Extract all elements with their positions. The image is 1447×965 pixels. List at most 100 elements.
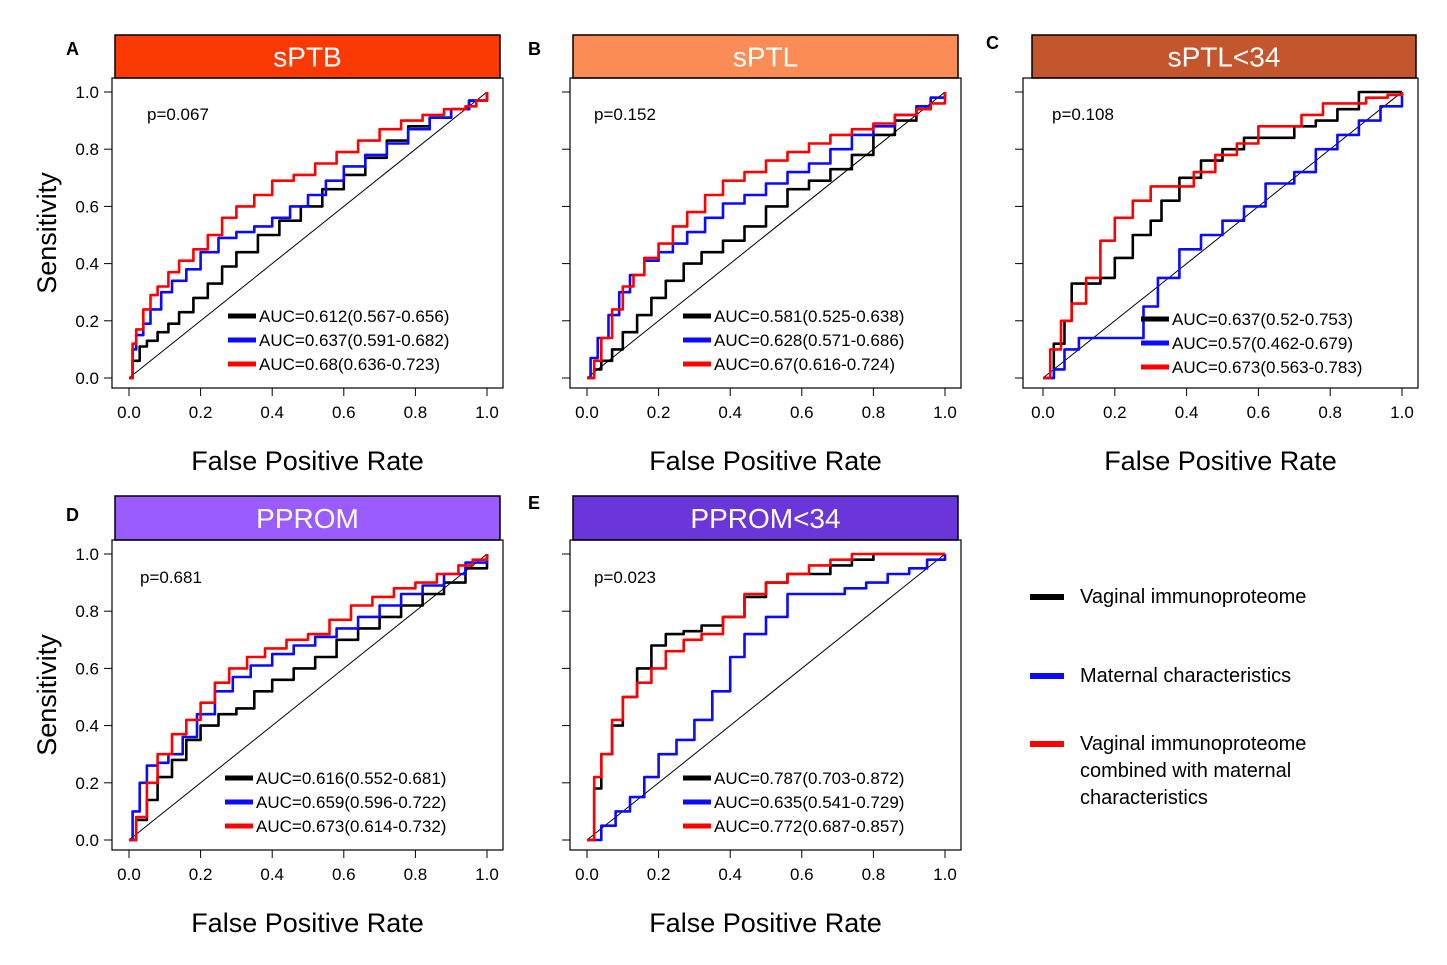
diagonal-reference-line [128, 91, 488, 379]
auc-legend-label: AUC=0.772(0.687-0.857) [714, 817, 904, 836]
roc-curve-series-1 [587, 92, 947, 380]
chart-title: PPROM<34 [690, 503, 840, 534]
auc-legend-label: AUC=0.57(0.462-0.679) [1172, 334, 1353, 353]
y-tick-label: 0.8 [75, 602, 99, 621]
x-axis-label: False Positive Rate [191, 908, 424, 938]
x-tick-label: 0.0 [1031, 403, 1055, 422]
title-banner [572, 34, 959, 79]
x-axis-label: False Positive Rate [649, 446, 882, 476]
plot-frame [569, 77, 962, 389]
plot-frame [1022, 77, 1419, 389]
x-tick-label: 0.0 [575, 403, 599, 422]
chart-title: PPROM [256, 503, 359, 534]
x-tick-label: 0.6 [790, 865, 814, 884]
panel-letter: D [66, 505, 79, 525]
x-tick-label: 0.6 [332, 403, 356, 422]
roc-curve-series-3 [129, 92, 489, 380]
roc-curve-series-3 [1043, 92, 1404, 380]
x-tick-label: 0.4 [718, 403, 742, 422]
auc-legend-label: AUC=0.673(0.614-0.732) [256, 817, 446, 836]
y-axis-label: Sensitivity [32, 172, 62, 294]
p-value-label: p=0.108 [1052, 105, 1114, 124]
plot-frame [111, 539, 504, 851]
roc-curve-series-1 [1043, 90, 1402, 380]
panel-letter: A [66, 39, 79, 59]
roc-curve-series-1 [129, 92, 489, 380]
legend-label: characteristics [1080, 787, 1208, 809]
chart-title: sPTL<34 [1168, 42, 1281, 73]
plot-frame [569, 539, 962, 851]
x-tick-label: 1.0 [933, 403, 957, 422]
chart-title: sPTB [273, 42, 341, 73]
x-tick-label: 0.2 [1103, 403, 1127, 422]
title-banner [1031, 34, 1417, 79]
x-tick-label: 0.0 [117, 403, 141, 422]
diagonal-reference-line [586, 553, 946, 841]
auc-legend-label: AUC=0.637(0.52-0.753) [1172, 310, 1353, 329]
auc-legend-label: AUC=0.581(0.525-0.638) [714, 307, 904, 326]
y-tick-label: 0.6 [75, 197, 99, 216]
auc-legend-label: AUC=0.67(0.616-0.724) [714, 355, 895, 374]
y-tick-label: 0.4 [75, 255, 99, 274]
x-axis-label: False Positive Rate [649, 908, 882, 938]
legend: Vaginal immunoproteome Maternal character… [1030, 586, 1306, 809]
legend-label: Vaginal immunoproteome [1080, 586, 1306, 608]
legend-label: Vaginal immunoproteome [1080, 733, 1306, 755]
x-tick-label: 1.0 [475, 865, 499, 884]
panel-letter: C [986, 33, 999, 53]
p-value-label: p=0.681 [140, 568, 202, 587]
auc-legend-label: AUC=0.628(0.571-0.686) [714, 331, 904, 350]
roc-panel-d: D PPROM 0.0 0.2 0.4 0.6 0.8 1.0 0.0 0.2 0.4 0.6 0.8 1… [32, 495, 504, 938]
x-axis-label: False Positive Rate [1104, 446, 1337, 476]
legend-label: combined with maternal [1080, 760, 1291, 782]
y-axis-label: Sensitivity [32, 634, 62, 756]
roc-curve-series-2 [587, 92, 947, 380]
x-tick-label: 0.6 [1247, 403, 1271, 422]
p-value-label: p=0.023 [594, 568, 656, 587]
auc-legend-label: AUC=0.787(0.703-0.872) [714, 769, 904, 788]
x-tick-label: 0.2 [647, 403, 671, 422]
x-tick-label: 0.8 [1318, 403, 1342, 422]
panel-letter: B [528, 39, 541, 59]
title-banner [114, 495, 501, 541]
p-value-label: p=0.067 [147, 105, 209, 124]
x-tick-label: 1.0 [475, 403, 499, 422]
x-axis-label: False Positive Rate [191, 446, 424, 476]
y-tick-label: 0.8 [75, 140, 99, 159]
roc-curve-series-3 [587, 552, 945, 842]
y-tick-label: 1.0 [75, 83, 99, 102]
title-banner [114, 34, 501, 79]
roc-curve-series-3 [129, 554, 489, 842]
x-tick-label: 1.0 [933, 865, 957, 884]
roc-panel-e: E PPROM<34 0.0 0.2 0.4 0.6 0.8 1.0 False Positiv… [528, 493, 962, 938]
x-tick-label: 0.8 [862, 403, 886, 422]
x-tick-label: 0.4 [718, 865, 742, 884]
x-tick-label: 0.8 [404, 865, 428, 884]
x-tick-label: 0.8 [862, 865, 886, 884]
x-tick-label: 0.0 [117, 865, 141, 884]
y-tick-label: 0.4 [75, 717, 99, 736]
roc-curve-series-3 [587, 92, 947, 380]
diagonal-reference-line [128, 553, 488, 841]
x-tick-label: 0.6 [332, 865, 356, 884]
x-tick-label: 0.2 [189, 403, 213, 422]
auc-legend-label: AUC=0.637(0.591-0.682) [259, 331, 449, 350]
title-banner [572, 495, 959, 541]
legend-label: Maternal characteristics [1080, 665, 1291, 687]
roc-curve-series-2 [587, 554, 947, 842]
x-tick-label: 0.2 [189, 865, 213, 884]
plot-frame [111, 77, 504, 389]
p-value-label: p=0.152 [594, 105, 656, 124]
x-tick-label: 0.8 [404, 403, 428, 422]
roc-curve-series-2 [1043, 92, 1404, 380]
x-tick-label: 0.4 [260, 403, 284, 422]
x-tick-label: 0.4 [1175, 403, 1199, 422]
auc-legend-label: AUC=0.659(0.596-0.722) [256, 793, 446, 812]
auc-legend-label: AUC=0.616(0.552-0.681) [256, 769, 446, 788]
x-tick-label: 1.0 [1390, 403, 1414, 422]
auc-legend-label: AUC=0.673(0.563-0.783) [1172, 358, 1362, 377]
y-tick-label: 0.6 [75, 659, 99, 678]
